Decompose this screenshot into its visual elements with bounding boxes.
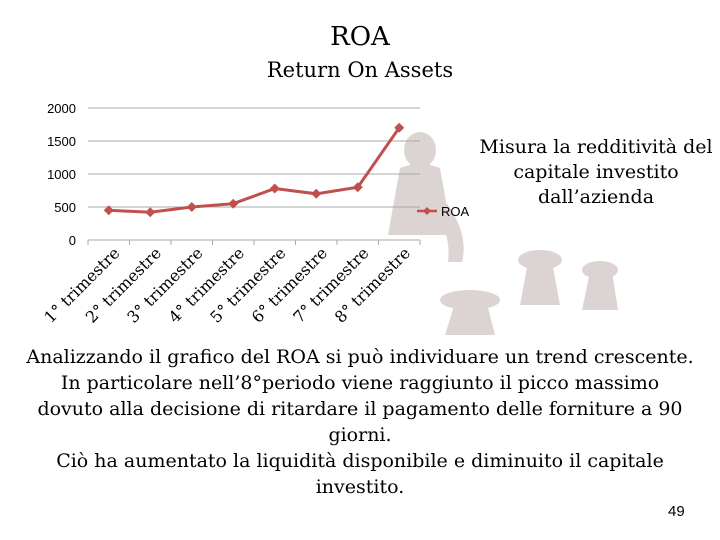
analysis-line-1: Analizzando il grafico del ROA si può in… [26, 346, 694, 368]
page-number: 49 [668, 503, 685, 520]
y-tick-label: 500 [54, 200, 76, 215]
legend-label: ROA [441, 204, 470, 219]
slide-subtitle: Return On Assets [266, 58, 454, 82]
y-tick-label: 1500 [47, 134, 76, 149]
chart-legend: ROA [417, 204, 470, 219]
roa-data-point [311, 188, 322, 199]
analysis-line-5: Ciò ha aumentato la liquidità disponibil… [56, 450, 664, 472]
roa-series [103, 122, 405, 218]
roa-data-point [228, 198, 239, 209]
roa-data-point [186, 202, 197, 212]
roa-data-point [103, 205, 114, 216]
chart-gridlines [87, 107, 421, 245]
analysis-line-2: In particolare nell’8°periodo viene ragg… [60, 372, 660, 394]
y-tick-label: 0 [69, 233, 76, 248]
y-axis-tick-labels: 0 500 1000 1500 2000 [47, 101, 76, 248]
roa-data-point [145, 207, 156, 218]
analysis-paragraph: Analizzando il grafico del ROA si può in… [0, 344, 720, 500]
analysis-line-4: giorni. [328, 424, 392, 446]
y-tick-label: 2000 [47, 101, 76, 116]
analysis-line-6: investito. [315, 476, 405, 498]
roa-data-point [394, 122, 405, 133]
legend-marker [423, 207, 431, 215]
slide-title: ROA [330, 22, 390, 52]
analysis-line-3: dovuto alla decisione di ritardare il pa… [37, 398, 683, 420]
roa-series-line [108, 126, 401, 214]
roa-data-point [352, 182, 363, 193]
y-tick-label: 1000 [47, 167, 76, 182]
roa-definition-note: Misura la redditività del capitale inves… [479, 136, 713, 208]
roa-data-point [269, 183, 280, 194]
